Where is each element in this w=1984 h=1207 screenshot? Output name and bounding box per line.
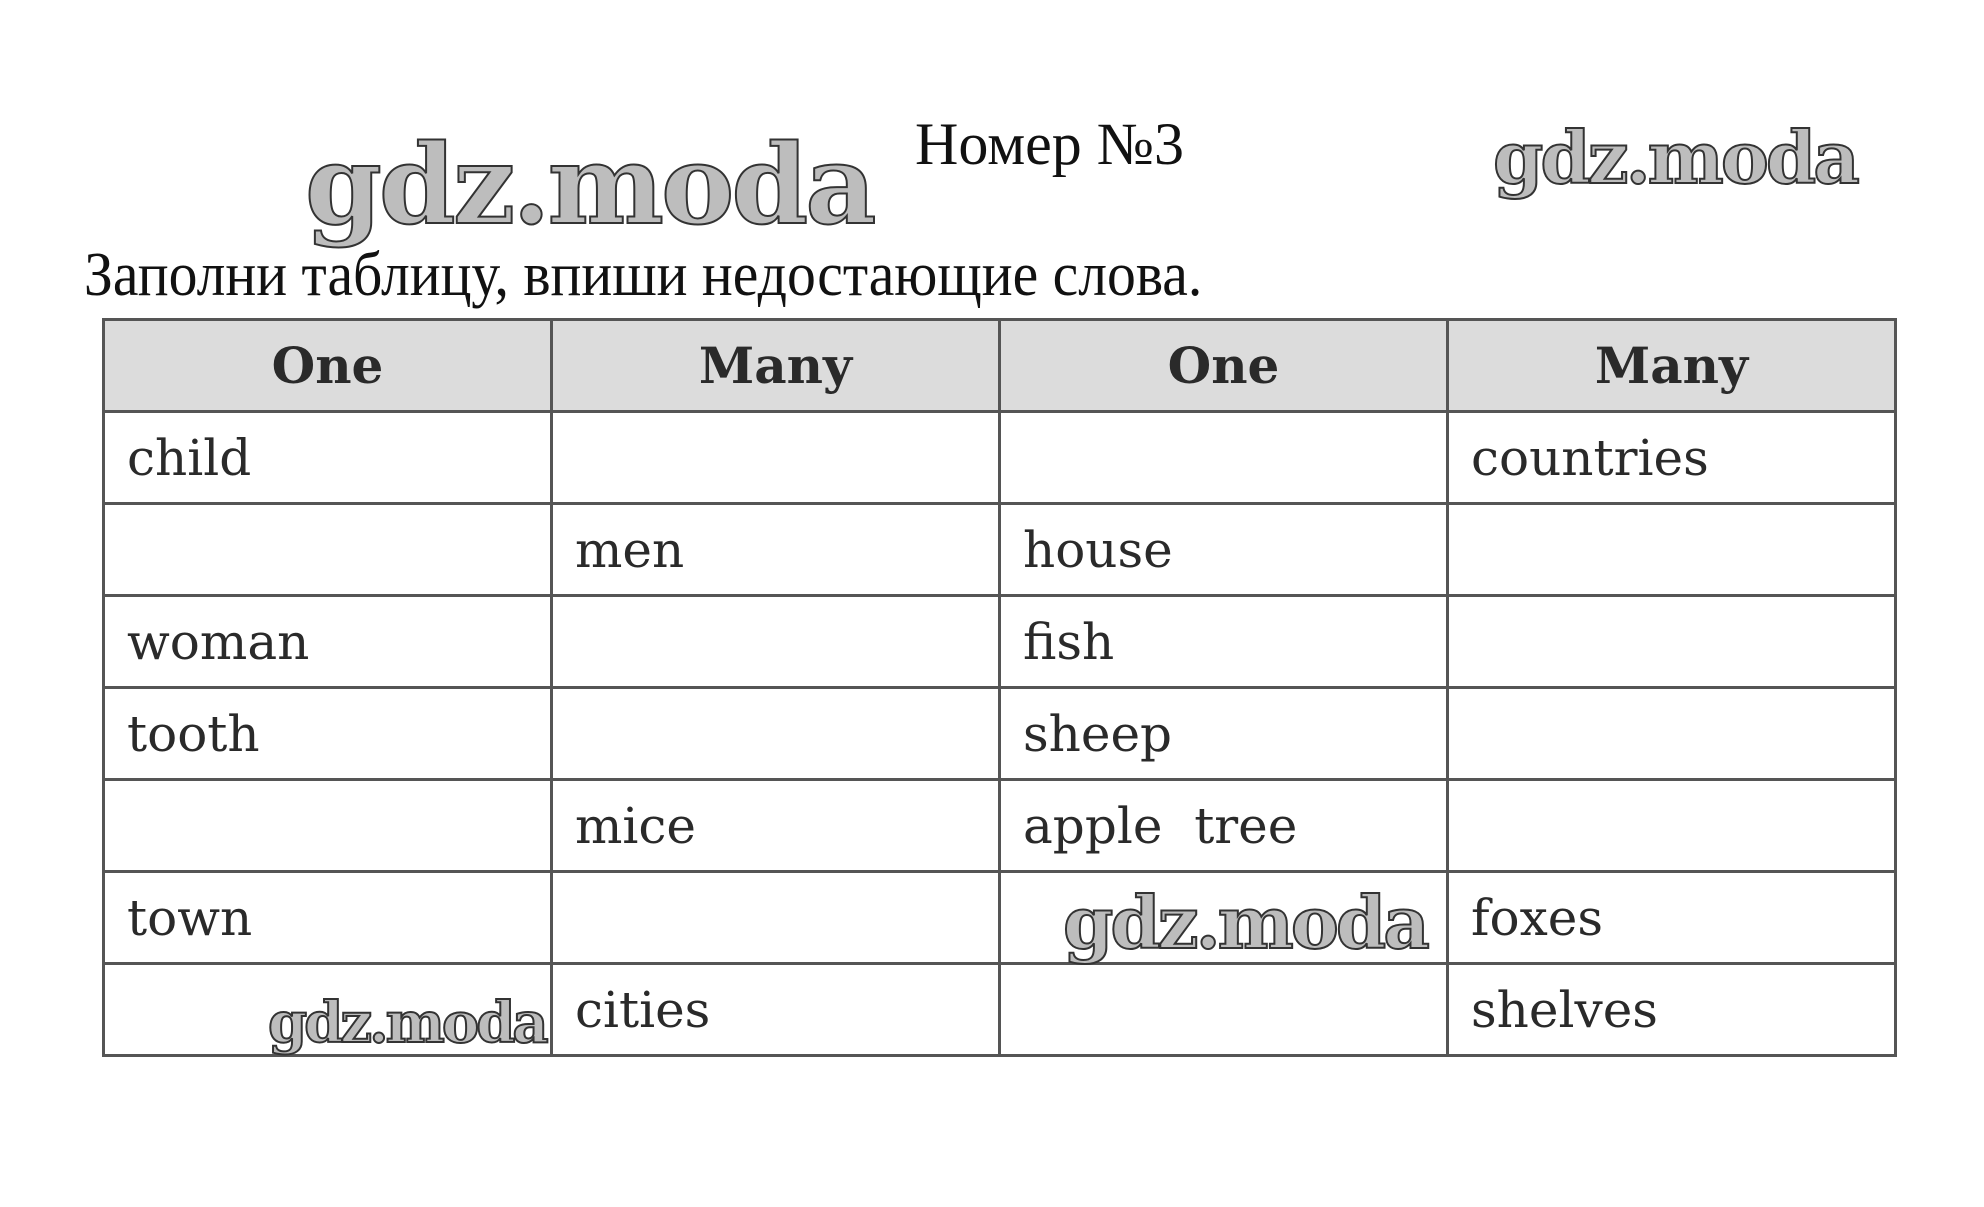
table-row: child countries [102, 410, 1897, 505]
empty-cell[interactable] [1446, 778, 1897, 873]
table-cell: cities [550, 962, 1001, 1057]
column-header: One [102, 318, 553, 413]
empty-cell[interactable] [550, 410, 1001, 505]
table-cell: fish [998, 594, 1449, 689]
table-cell: child [102, 410, 553, 505]
empty-cell[interactable] [550, 594, 1001, 689]
page-title: Номер №3 [915, 111, 1185, 177]
table-row: cities shelves [102, 962, 1897, 1057]
table-cell: men [550, 502, 1001, 597]
table-cell: countries [1446, 410, 1897, 505]
table-cell: tooth [102, 686, 553, 781]
table-header-row: One Many One Many [102, 318, 1897, 413]
table-row: mice apple tree [102, 778, 1897, 873]
empty-cell[interactable] [1446, 686, 1897, 781]
empty-cell[interactable] [550, 870, 1001, 965]
watermark-logo: gdz.moda [267, 989, 550, 1057]
table-row: tooth sheep [102, 686, 1897, 781]
table-row: men house [102, 502, 1897, 597]
table-cell: shelves [1446, 962, 1897, 1057]
plural-table: One Many One Many child countries men house wom… [102, 318, 1897, 1057]
table-cell: town [102, 870, 553, 965]
table-cell: woman [102, 594, 553, 689]
column-header: One [998, 318, 1449, 413]
table-cell: apple tree [998, 778, 1449, 873]
table-row: woman fish [102, 594, 1897, 689]
watermark-logo: gdz.moda [304, 119, 878, 250]
empty-cell[interactable] [1446, 502, 1897, 597]
empty-cell[interactable] [102, 502, 553, 597]
empty-cell[interactable] [102, 962, 553, 1057]
empty-cell[interactable] [102, 778, 553, 873]
column-header: Many [1446, 318, 1897, 413]
empty-cell[interactable] [1446, 594, 1897, 689]
table-row: town foxes [102, 870, 1897, 965]
table-cell: house [998, 502, 1449, 597]
column-header: Many [550, 318, 1001, 413]
empty-cell[interactable] [998, 962, 1449, 1057]
empty-cell[interactable] [550, 686, 1001, 781]
table-cell: mice [550, 778, 1001, 873]
table-cell: sheep [998, 686, 1449, 781]
empty-cell[interactable] [998, 870, 1449, 965]
table-cell: foxes [1446, 870, 1897, 965]
instruction-text: Заполни таблицу, впиши недостающие слова… [84, 241, 1203, 309]
watermark-logo: gdz.moda [1062, 879, 1431, 966]
watermark-logo: gdz.moda [1492, 114, 1861, 201]
empty-cell[interactable] [998, 410, 1449, 505]
